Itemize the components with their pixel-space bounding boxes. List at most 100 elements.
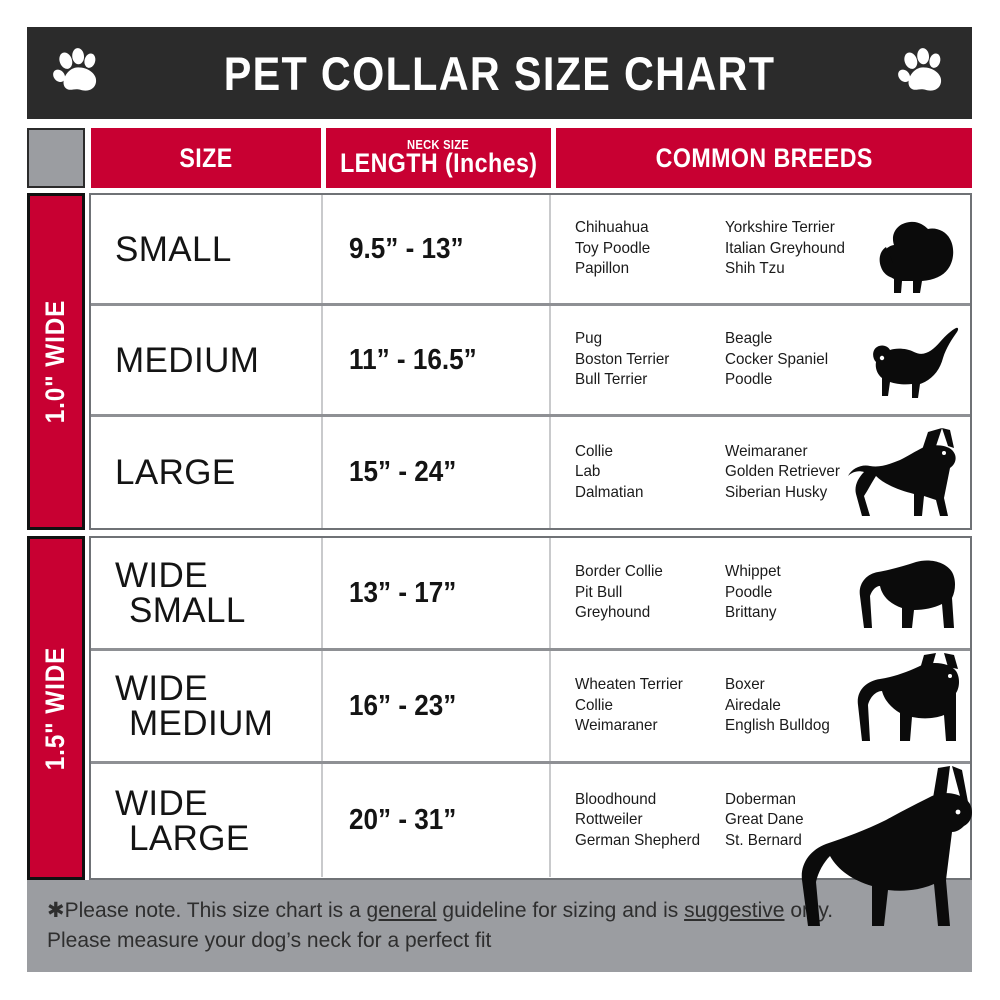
- group-rows: WIDE SMALL 13” - 17” Border Collie Pit B…: [89, 536, 972, 880]
- size-label-line1: WIDE: [115, 669, 208, 708]
- breed-item: Great Dane: [725, 811, 804, 829]
- size-label: MEDIUM: [115, 340, 260, 380]
- size-label: WIDE LARGE: [115, 786, 250, 856]
- size-label: SMALL: [115, 229, 232, 269]
- footer-underline-suggestive: suggestive: [684, 899, 785, 922]
- breed-item: Shih Tzu: [725, 260, 785, 278]
- length-value: 16” - 23”: [349, 689, 457, 722]
- breed-list-b: Yorkshire Terrier Italian Greyhound Shih…: [725, 218, 868, 279]
- breed-item: Pit Bull: [575, 583, 623, 601]
- size-label-line2: SMALL: [129, 591, 246, 630]
- breed-item: Brittany: [725, 604, 777, 622]
- breed-list-b: Beagle Cocker Spaniel Poodle: [725, 329, 868, 390]
- breed-item: Airedale: [725, 696, 781, 714]
- size-label: WIDE SMALL: [115, 558, 246, 628]
- breed-item: Whippet: [725, 563, 781, 581]
- footer-text-post: only.: [784, 899, 834, 922]
- breed-item: Wheaten Terrier: [575, 676, 683, 694]
- group-label-tab: 1.5" WIDE: [27, 536, 85, 880]
- breed-item: Pug: [575, 330, 603, 348]
- size-label-line2: MEDIUM: [129, 704, 274, 743]
- breed-list-b: Boxer Airedale English Bulldog: [725, 675, 868, 736]
- breed-item: Chihuahua: [575, 219, 649, 237]
- cell-breeds: Border Collie Pit Bull Greyhound Whippet…: [551, 538, 970, 648]
- table-row: WIDE LARGE 20” - 31” Bloodhound Rottweil…: [91, 764, 970, 877]
- breed-item: Collie: [575, 442, 614, 460]
- cell-breeds: Wheaten Terrier Collie Weimaraner Boxer …: [551, 651, 970, 761]
- breed-item: Italian Greyhound: [725, 239, 845, 257]
- length-value: 11” - 16.5”: [349, 343, 477, 376]
- breed-item: Siberian Husky: [725, 483, 828, 501]
- breed-list-b: Whippet Poodle Brittany: [725, 562, 868, 623]
- breed-item: Weimaraner: [725, 442, 808, 460]
- breed-item: Bull Terrier: [575, 371, 648, 389]
- breed-item: Dalmatian: [575, 483, 644, 501]
- column-header-size: SIZE: [91, 128, 321, 188]
- cell-size: SMALL: [91, 195, 323, 303]
- title-banner: PET COLLAR SIZE CHART: [27, 27, 972, 119]
- breed-item: Papillon: [575, 260, 630, 278]
- column-header-breeds: COMMON BREEDS: [556, 128, 972, 188]
- column-header-length-label: LENGTH (Inches): [339, 148, 538, 178]
- breed-item: St. Bernard: [725, 831, 802, 849]
- cell-breeds: Pug Boston Terrier Bull Terrier Beagle C…: [551, 306, 970, 414]
- cell-size: WIDE MEDIUM: [91, 651, 323, 761]
- breed-item: Greyhound: [575, 604, 651, 622]
- breed-item: Poodle: [725, 583, 773, 601]
- paw-print-icon: [53, 48, 97, 91]
- group-label-text: 1.5" WIDE: [40, 646, 71, 770]
- cell-breeds: Chihuahua Toy Poodle Papillon Yorkshire …: [551, 195, 970, 303]
- breed-item: Weimaraner: [575, 717, 658, 735]
- table-row: WIDE SMALL 13” - 17” Border Collie Pit B…: [91, 538, 970, 651]
- breed-item: Boxer: [725, 676, 765, 694]
- breed-list-a: Collie Lab Dalmatian: [575, 442, 718, 503]
- size-label: LARGE: [115, 453, 236, 492]
- column-header-length-sublabel: NECK SIZE: [407, 137, 470, 152]
- breed-item: Bloodhound: [575, 790, 657, 808]
- column-header-breeds-label: COMMON BREEDS: [655, 142, 873, 173]
- breed-list-b: Doberman Great Dane St. Bernard: [725, 790, 868, 851]
- breed-item: Yorkshire Terrier: [725, 219, 835, 237]
- cell-length: 11” - 16.5”: [323, 306, 551, 414]
- table-header-row: SIZE NECK SIZE LENGTH (Inches) COMMON BR…: [27, 125, 972, 190]
- breed-list-b: Weimaraner Golden Retriever Siberian Hus…: [725, 442, 868, 503]
- size-label: WIDE MEDIUM: [115, 671, 273, 741]
- cell-size: LARGE: [91, 417, 323, 528]
- breed-item: Toy Poodle: [575, 239, 651, 257]
- footer-note: ✱Please note. This size chart is a gener…: [27, 880, 972, 972]
- cell-size: MEDIUM: [91, 306, 323, 414]
- cell-size: WIDE LARGE: [91, 764, 323, 877]
- table-row: MEDIUM 11” - 16.5” Pug Boston Terrier Bu…: [91, 306, 970, 417]
- footer-text-pre: ✱Please note. This size chart is a: [47, 899, 367, 922]
- length-value: 20” - 31”: [349, 804, 457, 836]
- header-corner-cell: [27, 128, 85, 188]
- breed-item: Rottweiler: [575, 811, 643, 829]
- cell-length: 9.5” - 13”: [323, 195, 551, 303]
- cell-size: WIDE SMALL: [91, 538, 323, 648]
- footer-underline-general: general: [366, 899, 437, 922]
- page-title: PET COLLAR SIZE CHART: [223, 46, 776, 100]
- table-row: LARGE 15” - 24” Collie Lab Dalmatian Wei…: [91, 417, 970, 528]
- breed-item: Beagle: [725, 330, 773, 348]
- group-1-5-inch-wide: 1.5" WIDE WIDE SMALL 13” - 17”: [27, 536, 972, 880]
- size-label-line1: WIDE: [115, 556, 208, 595]
- breed-item: English Bulldog: [725, 717, 830, 735]
- breed-item: German Shepherd: [575, 831, 701, 849]
- breed-item: Poodle: [725, 371, 773, 389]
- group-1-inch-wide: 1.0" WIDE SMALL 9.5” - 13” Chihuahua Toy…: [27, 193, 972, 530]
- cell-breeds: Bloodhound Rottweiler German Shepherd Do…: [551, 764, 970, 877]
- length-value: 9.5” - 13”: [349, 232, 464, 265]
- size-label-line1: WIDE: [115, 783, 208, 823]
- breed-list-a: Bloodhound Rottweiler German Shepherd: [575, 790, 718, 851]
- breed-item: Boston Terrier: [575, 350, 670, 368]
- table-body: 1.0" WIDE SMALL 9.5” - 13” Chihuahua Toy…: [27, 193, 972, 880]
- footer-line-1: ✱Please note. This size chart is a gener…: [47, 896, 952, 926]
- column-header-length: NECK SIZE LENGTH (Inches): [326, 128, 551, 188]
- group-rows: SMALL 9.5” - 13” Chihuahua Toy Poodle Pa…: [89, 193, 972, 530]
- footer-line-2: Please measure your dog’s neck for a per…: [47, 929, 492, 953]
- breed-item: Lab: [575, 463, 601, 481]
- cell-breeds: Collie Lab Dalmatian Weimaraner Golden R…: [551, 417, 970, 528]
- breed-list-a: Pug Boston Terrier Bull Terrier: [575, 329, 718, 390]
- breed-list-a: Wheaten Terrier Collie Weimaraner: [575, 675, 718, 736]
